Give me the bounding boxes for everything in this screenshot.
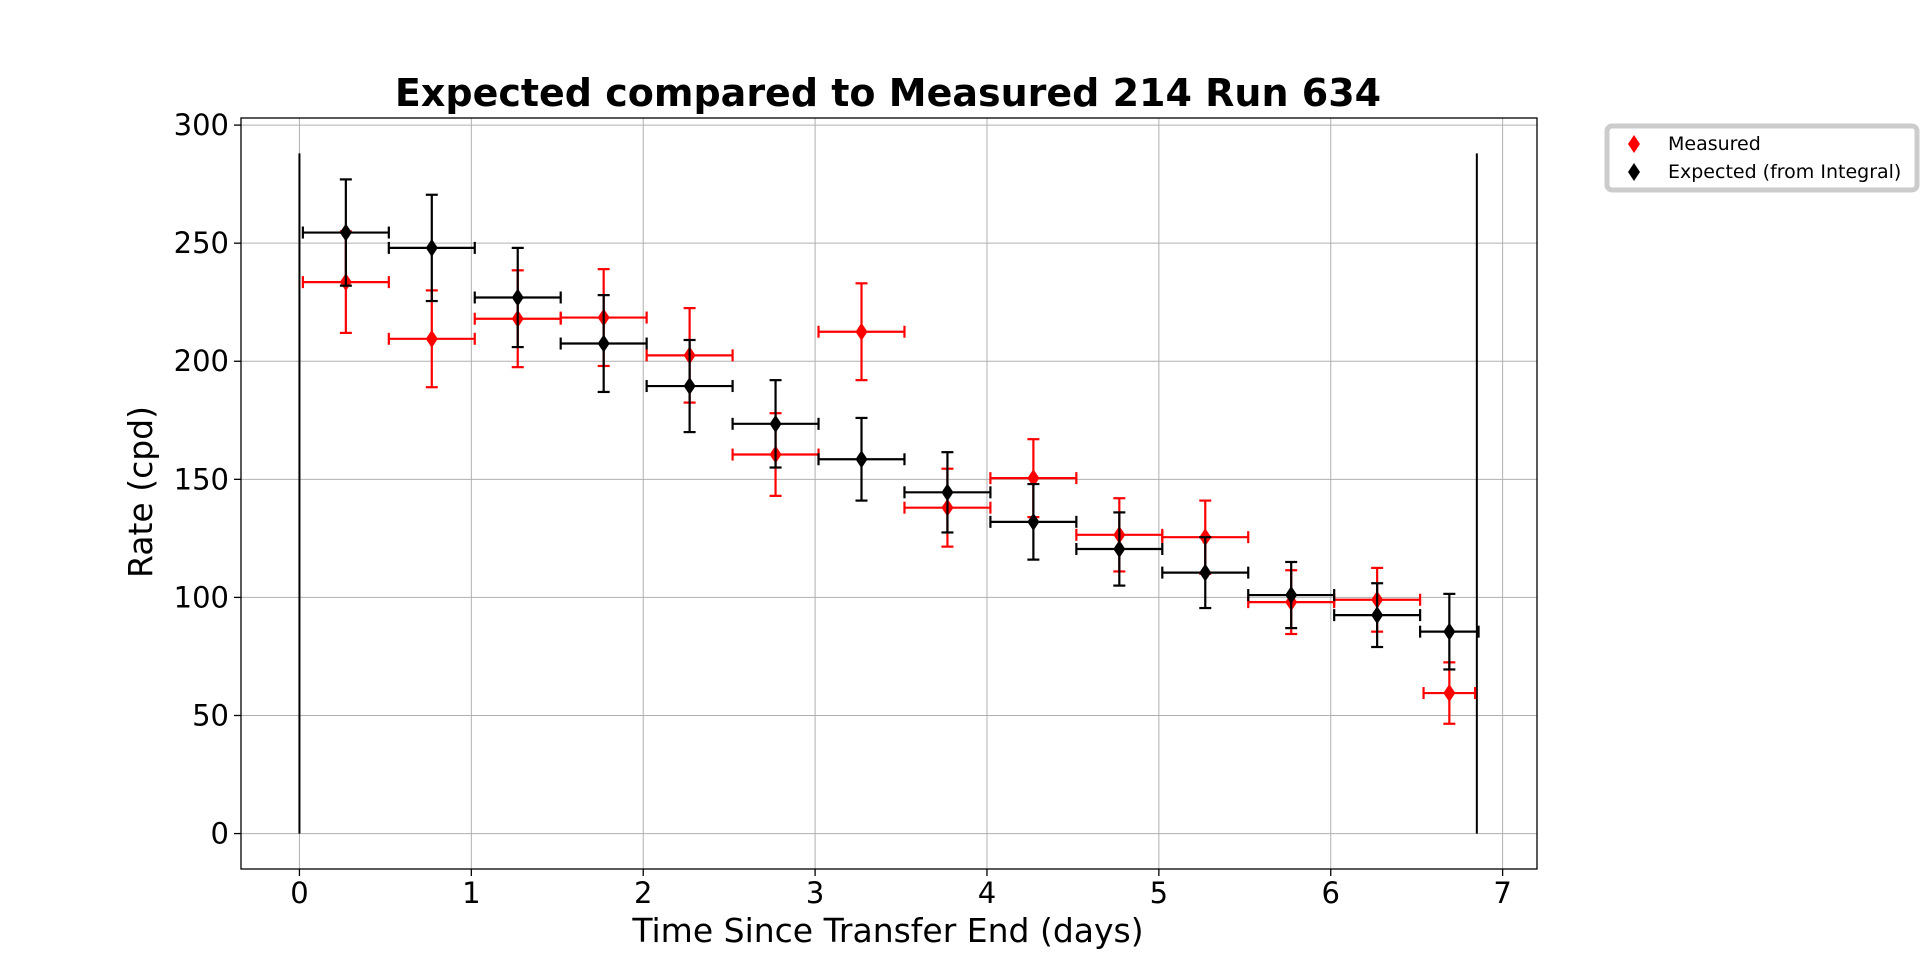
y-tick-label: 250 <box>174 226 229 260</box>
x-axis-label: Time Since Transfer End (days) <box>631 911 1143 950</box>
legend-box <box>1604 123 1920 193</box>
data-point <box>1419 592 1480 671</box>
data-point <box>387 289 476 389</box>
data-point <box>1333 582 1422 649</box>
point-marker <box>1027 512 1040 531</box>
point-marker <box>1113 539 1126 558</box>
point-marker <box>1443 684 1456 703</box>
data-point <box>817 282 906 382</box>
x-tick-label: 2 <box>634 876 652 910</box>
point-marker <box>769 414 782 433</box>
grid <box>241 118 1537 869</box>
data-point <box>1075 511 1164 587</box>
point-marker <box>1285 586 1298 605</box>
point-marker <box>683 377 696 396</box>
point-marker <box>425 329 438 348</box>
series <box>301 178 1480 725</box>
point-marker <box>1443 622 1456 641</box>
y-tick-label: 0 <box>211 817 229 851</box>
y-tick-label: 150 <box>174 462 229 496</box>
point-marker <box>855 450 868 469</box>
data-point <box>473 246 562 349</box>
point-marker <box>1371 606 1384 625</box>
x-tick-label: 3 <box>806 876 824 910</box>
legend-label-expected: Expected (from Integral) <box>1668 161 1901 183</box>
legend-marker-measured <box>1628 135 1640 153</box>
data-point <box>1422 661 1477 725</box>
y-tick-label: 50 <box>192 698 229 732</box>
data-point <box>903 451 992 534</box>
axis-ticks: 0 1 2 3 4 5 6 7 0 50 100 150 200 250 300 <box>174 108 1512 910</box>
data-point <box>731 379 820 469</box>
vertical-markers <box>298 153 1478 834</box>
point-marker <box>339 223 352 242</box>
y-axis-label: Rate (cpd) <box>121 406 160 578</box>
legend: Measured Expected (from Integral) <box>1604 123 1920 193</box>
x-tick-label: 7 <box>1493 876 1511 910</box>
x-tick-label: 0 <box>290 876 308 910</box>
data-point <box>1247 560 1336 630</box>
x-tick-label: 1 <box>462 876 480 910</box>
data-point <box>301 178 390 287</box>
data-point <box>387 193 476 303</box>
plot-area-frame <box>240 117 1538 870</box>
y-tick-label: 100 <box>174 580 229 614</box>
legend-label-measured: Measured <box>1668 133 1761 155</box>
data-point <box>645 338 734 434</box>
point-marker <box>425 238 438 257</box>
point-marker <box>941 483 954 502</box>
x-tick-label: 5 <box>1150 876 1168 910</box>
data-point <box>989 482 1078 561</box>
y-tick-label: 300 <box>174 108 229 142</box>
series-expected <box>301 178 1480 671</box>
data-point <box>1161 536 1250 610</box>
point-marker <box>597 334 610 353</box>
legend-marker-expected <box>1628 163 1640 181</box>
data-point <box>817 416 906 502</box>
point-marker <box>855 322 868 341</box>
y-tick-label: 200 <box>174 344 229 378</box>
point-marker <box>1199 563 1212 582</box>
point-marker <box>511 288 524 307</box>
chart-title: Expected compared to Measured 214 Run 63… <box>395 71 1381 115</box>
data-point <box>559 294 648 394</box>
point-marker <box>1027 469 1040 488</box>
x-tick-label: 6 <box>1322 876 1340 910</box>
x-tick-label: 4 <box>978 876 996 910</box>
